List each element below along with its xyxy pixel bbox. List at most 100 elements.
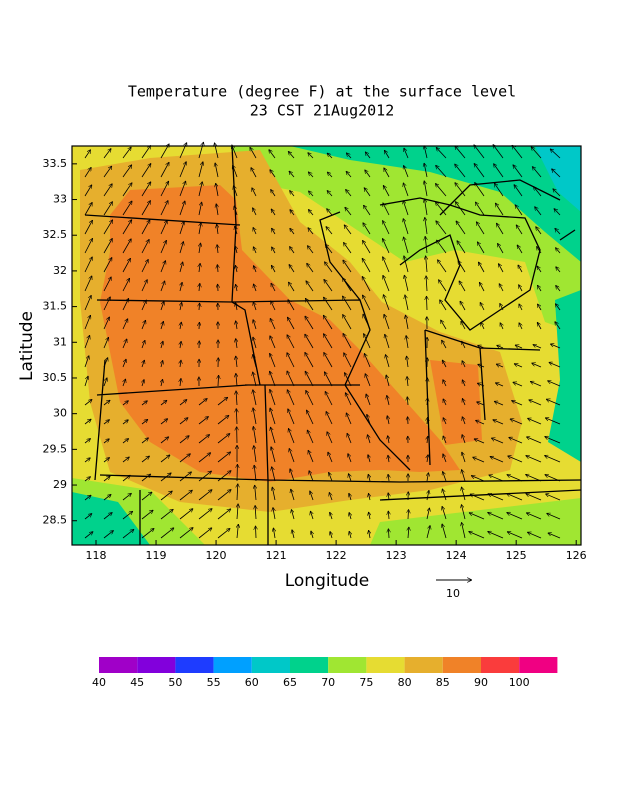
wind-vector (387, 415, 389, 425)
wind-vector (462, 434, 466, 444)
wind-vector (141, 145, 151, 159)
wind-vector (122, 298, 130, 311)
wind-vector (84, 257, 93, 273)
wind-vector (179, 399, 187, 406)
wind-vector (491, 438, 504, 444)
wind-vector (198, 453, 211, 463)
y-tick-label: 32.5 (43, 228, 68, 241)
y-tick-label: 31 (53, 335, 67, 348)
wind-vector (236, 338, 237, 349)
wind-vector (253, 302, 257, 311)
wind-vector (122, 165, 132, 178)
wind-vector (103, 297, 110, 311)
wind-vector (179, 436, 189, 444)
wind-vector (305, 316, 314, 330)
wind-vector (366, 394, 371, 406)
wind-vector (323, 372, 333, 387)
wind-vector (290, 209, 295, 216)
wind-vector (403, 218, 409, 235)
wind-vector (214, 143, 219, 159)
wind-vector (253, 265, 256, 273)
wind-vector (346, 413, 352, 425)
wind-vector (179, 454, 191, 463)
y-tick-label: 30.5 (43, 371, 68, 384)
wind-vector (462, 380, 465, 387)
x-tick-label: 122 (326, 549, 347, 562)
wind-vector (426, 525, 430, 539)
wind-vector (481, 322, 485, 330)
wind-vector (457, 241, 466, 254)
wind-vector (327, 172, 333, 178)
wind-vector (160, 162, 170, 178)
wind-vector (233, 165, 238, 178)
wind-vector (546, 513, 561, 520)
wind-vector (536, 227, 542, 235)
colorbar-label: 90 (474, 676, 488, 689)
wind-vector (251, 188, 257, 197)
wind-vector (365, 152, 371, 159)
wind-vector (367, 434, 370, 444)
wind-vector (217, 244, 218, 254)
wind-vector (271, 228, 276, 235)
wind-vector (441, 360, 447, 368)
colorbar-label: 80 (398, 676, 412, 689)
wind-vector (160, 455, 170, 463)
wind-vector (305, 390, 314, 406)
wind-vector (198, 434, 210, 444)
wind-vector (323, 333, 333, 349)
fill-70-75 (72, 478, 581, 545)
wind-vector (526, 513, 542, 520)
wind-vector (141, 239, 150, 254)
wind-vector (545, 494, 561, 501)
wind-vector (180, 360, 181, 368)
wind-vector (426, 296, 427, 311)
wind-vector (345, 392, 352, 406)
wind-vector (407, 376, 408, 387)
wind-vector (426, 276, 427, 292)
wind-vector (369, 512, 370, 520)
wind-vector (103, 400, 110, 406)
wind-vector (361, 258, 371, 273)
wind-vector (476, 242, 485, 254)
wind-vector (386, 375, 390, 387)
wind-vector (349, 531, 351, 539)
wind-vector (554, 208, 561, 216)
wind-vector (462, 416, 465, 425)
colorbar-box (366, 657, 405, 673)
wind-vector (103, 357, 108, 368)
wind-vector (498, 283, 504, 292)
wind-vector (519, 323, 522, 330)
wind-vector (84, 150, 91, 159)
wind-vector (270, 408, 276, 425)
wind-vector (510, 419, 523, 425)
wind-vector (103, 420, 110, 425)
wind-vector (179, 201, 185, 216)
wind-vector (518, 284, 523, 292)
wind-vector (236, 284, 237, 292)
wind-vector (493, 420, 504, 425)
wind-vector (84, 335, 90, 349)
wind-vector (253, 227, 256, 235)
wind-vector (160, 220, 167, 235)
wind-vector (103, 201, 113, 216)
wind-vector (459, 301, 466, 311)
wind-vector (424, 181, 428, 197)
plot-frame (71, 145, 582, 546)
wind-vector (349, 512, 351, 520)
colorbar-box (175, 657, 214, 673)
wind-vector (461, 469, 466, 482)
wind-vector (269, 371, 276, 387)
wind-vector (304, 334, 314, 349)
wind-vector (217, 470, 231, 482)
wind-vector (179, 490, 193, 501)
wind-vector (217, 509, 231, 520)
wind-vector (424, 199, 428, 216)
wind-vector (160, 260, 166, 273)
wind-vector (529, 400, 542, 406)
wind-vector (308, 450, 314, 463)
wind-vector (405, 295, 409, 311)
wind-vector (84, 295, 91, 311)
wind-vector (122, 220, 132, 235)
wind-vector (323, 297, 333, 311)
wind-vector (488, 494, 504, 501)
